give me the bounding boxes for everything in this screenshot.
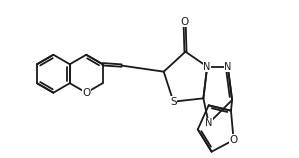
Text: N: N [204, 62, 211, 72]
Text: O: O [82, 88, 90, 98]
Text: O: O [181, 17, 189, 27]
Text: N: N [205, 118, 212, 128]
Text: S: S [170, 97, 177, 107]
Text: N: N [224, 62, 231, 72]
Text: O: O [230, 135, 238, 145]
